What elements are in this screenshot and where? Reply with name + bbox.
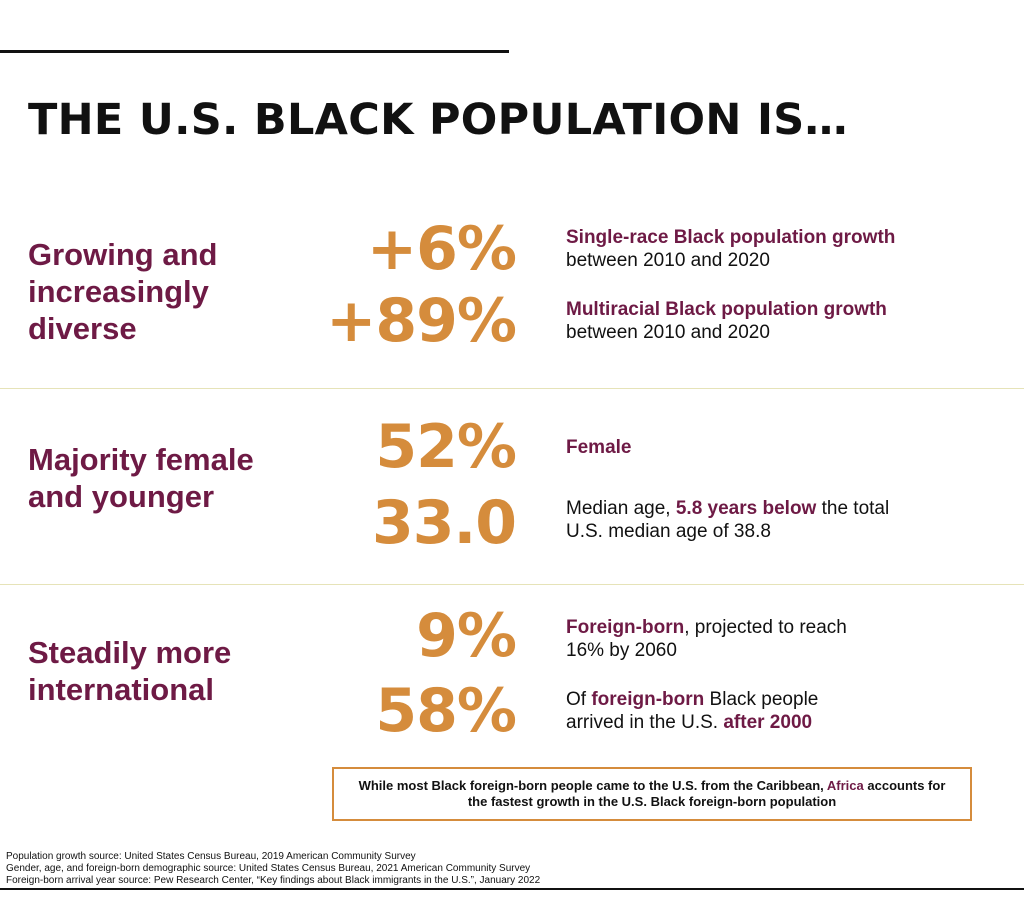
source-line: Foreign-born arrival year source: Pew Re…	[6, 875, 541, 886]
section-divider	[0, 584, 1024, 585]
stat-label-secondary: after 2000	[723, 712, 813, 733]
stat-detail: between 2010 and 2020	[566, 322, 770, 343]
page-title: THE U.S. BLACK POPULATION IS…	[28, 95, 848, 145]
callout-text: While most Black foreign-born people cam…	[354, 778, 950, 810]
stat-description: Multiracial Black population growth betw…	[566, 298, 986, 344]
stat-description: Of foreign-born Black people arrived in …	[566, 688, 856, 734]
stat-value: 52%	[375, 412, 517, 482]
stat-value: 33.0	[371, 488, 517, 558]
callout-box: While most Black foreign-born people cam…	[332, 767, 972, 821]
stat-prefix: Median age,	[566, 498, 676, 519]
stat-label: 5.8 years below	[675, 498, 817, 519]
sources-footnote: Population growth source: United States …	[6, 851, 540, 887]
stat-value: 58%	[375, 676, 517, 746]
stat-label: Multiracial Black population growth	[566, 299, 887, 320]
callout-pre: While most Black foreign-born people cam…	[358, 778, 827, 793]
stat-value: 9%	[416, 601, 517, 671]
stat-detail: between 2010 and 2020	[566, 250, 770, 271]
stat-description: Foreign-born, projected to reach 16% by …	[566, 616, 886, 662]
section-heading: Steadily more international	[28, 635, 232, 707]
source-line: Population growth source: United States …	[6, 851, 416, 862]
stat-prefix: Of	[566, 689, 592, 710]
bottom-rule	[0, 888, 1024, 890]
stat-detail: Black people arrived in the U.S.	[566, 689, 819, 733]
stat-value: +89%	[326, 286, 517, 356]
stat-detail: the total U.S. median age of 38.8	[566, 498, 890, 542]
stat-label: Single-race Black population growth	[566, 227, 896, 248]
section-heading: Majority female and younger	[28, 442, 254, 514]
stat-description: Median age, 5.8 years below the total U.…	[566, 497, 926, 543]
section-heading: Growing and increasingly diverse	[28, 237, 218, 346]
callout-highlight: Africa	[826, 778, 864, 793]
stat-label: foreign-born	[591, 689, 705, 710]
stat-detail: , projected to reach 16% by 2060	[566, 617, 847, 661]
stat-label: Female	[566, 437, 632, 458]
section-divider	[0, 388, 1024, 389]
stat-value: +6%	[366, 214, 517, 284]
callout-post: accounts for the fastest growth in the U…	[467, 778, 946, 809]
stat-description: Single-race Black population growth betw…	[566, 226, 986, 272]
top-rule	[0, 50, 509, 53]
source-line: Gender, age, and foreign-born demographi…	[6, 863, 531, 874]
stat-description: Female	[566, 436, 986, 459]
stat-label: Foreign-born	[566, 617, 685, 638]
